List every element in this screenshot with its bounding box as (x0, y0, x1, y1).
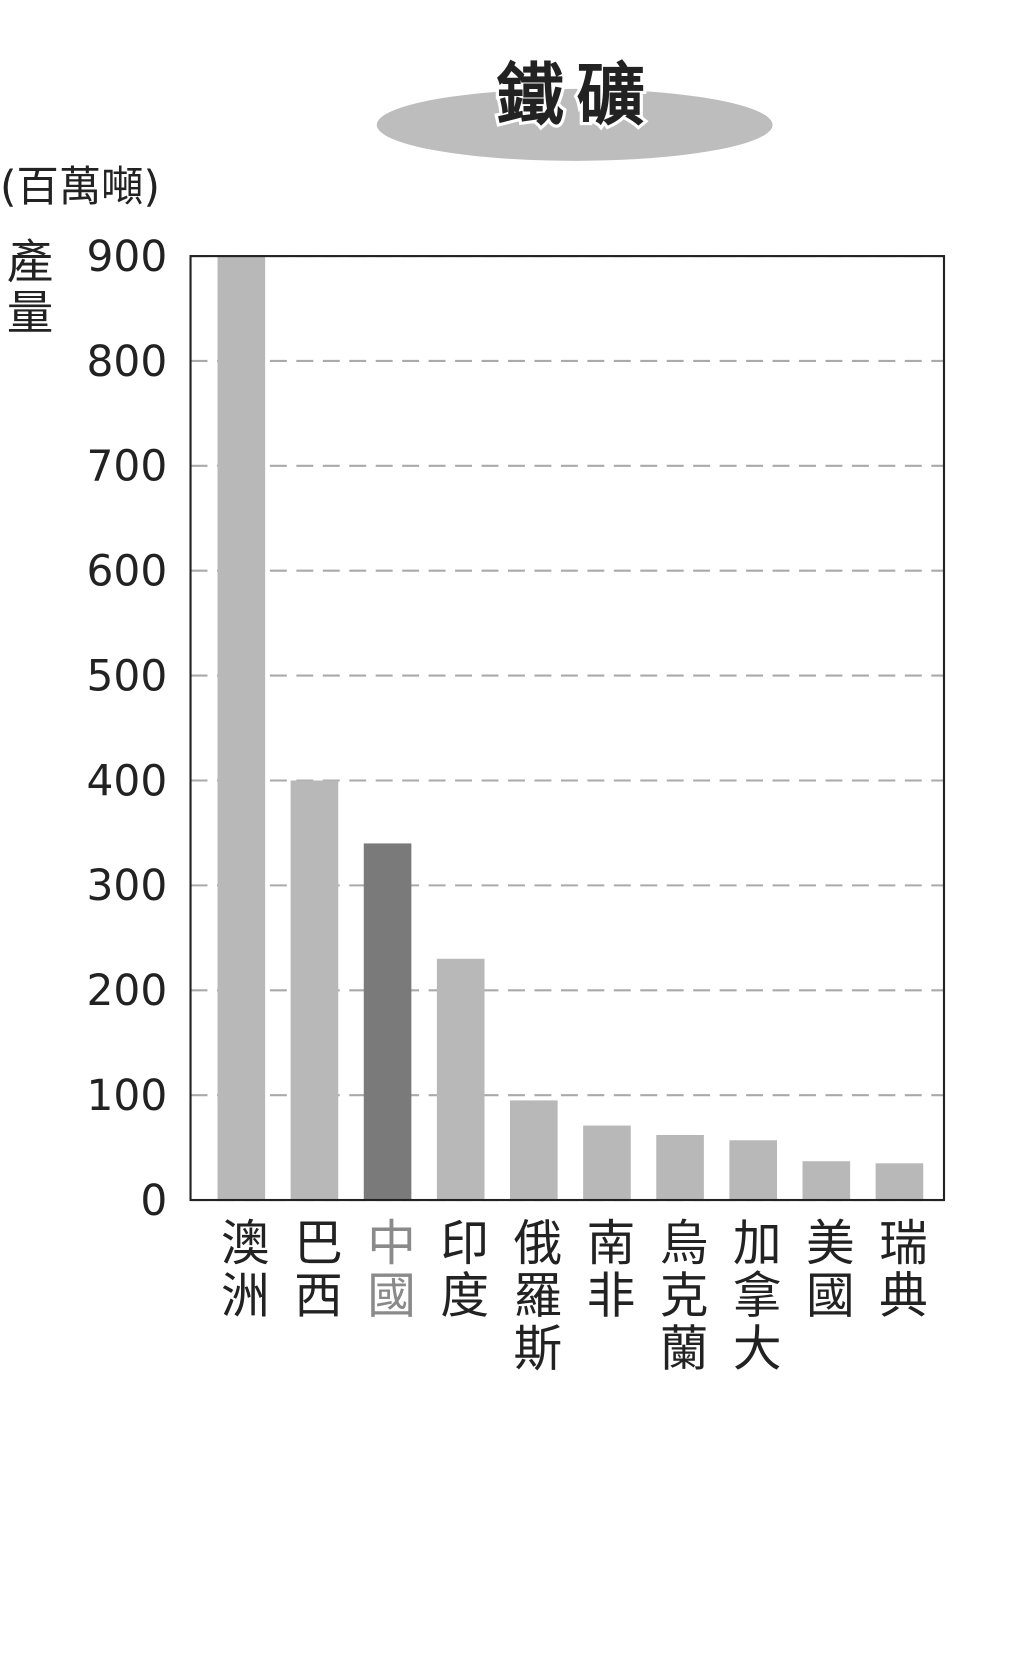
x-tick-label: 澳洲 (213, 1217, 269, 1323)
y-tick-label: 0 (140, 1176, 167, 1225)
y-tick-label: 600 (86, 547, 167, 596)
x-tick-label: 印度 (433, 1217, 489, 1323)
x-tick-label: 巴西 (286, 1217, 342, 1323)
x-tick-label: 瑞典 (871, 1217, 927, 1323)
bar (436, 958, 485, 1201)
bar (363, 843, 412, 1201)
plot-frame (189, 255, 946, 1202)
y-tick-label: 400 (86, 756, 167, 805)
x-tick-label: 美國 (798, 1217, 854, 1323)
y-unit: (百萬噸) (0, 162, 160, 211)
bar (290, 780, 339, 1201)
y-tick-label: 100 (86, 1071, 167, 1120)
bar (729, 1140, 777, 1201)
x-tick-label: 南非 (579, 1217, 635, 1323)
x-tick-label: 俄羅斯 (506, 1217, 562, 1376)
bar (802, 1161, 851, 1201)
bar (510, 1100, 558, 1201)
bar (583, 1125, 631, 1201)
y-tick-label: 800 (86, 337, 167, 386)
y-tick-label: 900 (86, 232, 167, 281)
y-tick-label: 300 (86, 861, 167, 910)
y-tick-label: 500 (86, 651, 167, 700)
bar (217, 256, 266, 1201)
y-tick-label: 200 (86, 966, 167, 1015)
bar (875, 1163, 924, 1201)
y-axis-label: 產量 (0, 237, 54, 339)
x-tick-label: 烏克蘭 (652, 1217, 708, 1376)
x-tick-label: 加拿大 (725, 1217, 781, 1376)
y-tick-label: 700 (86, 442, 167, 491)
x-tick-label: 中國 (360, 1217, 416, 1323)
chart-title: 鐵礦 (496, 56, 657, 135)
title-backdrop (376, 88, 773, 161)
bar (656, 1134, 704, 1201)
